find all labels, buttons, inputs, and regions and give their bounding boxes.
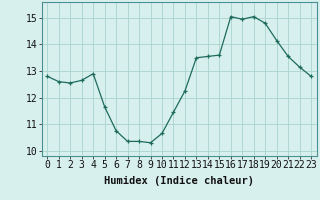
- X-axis label: Humidex (Indice chaleur): Humidex (Indice chaleur): [104, 176, 254, 186]
